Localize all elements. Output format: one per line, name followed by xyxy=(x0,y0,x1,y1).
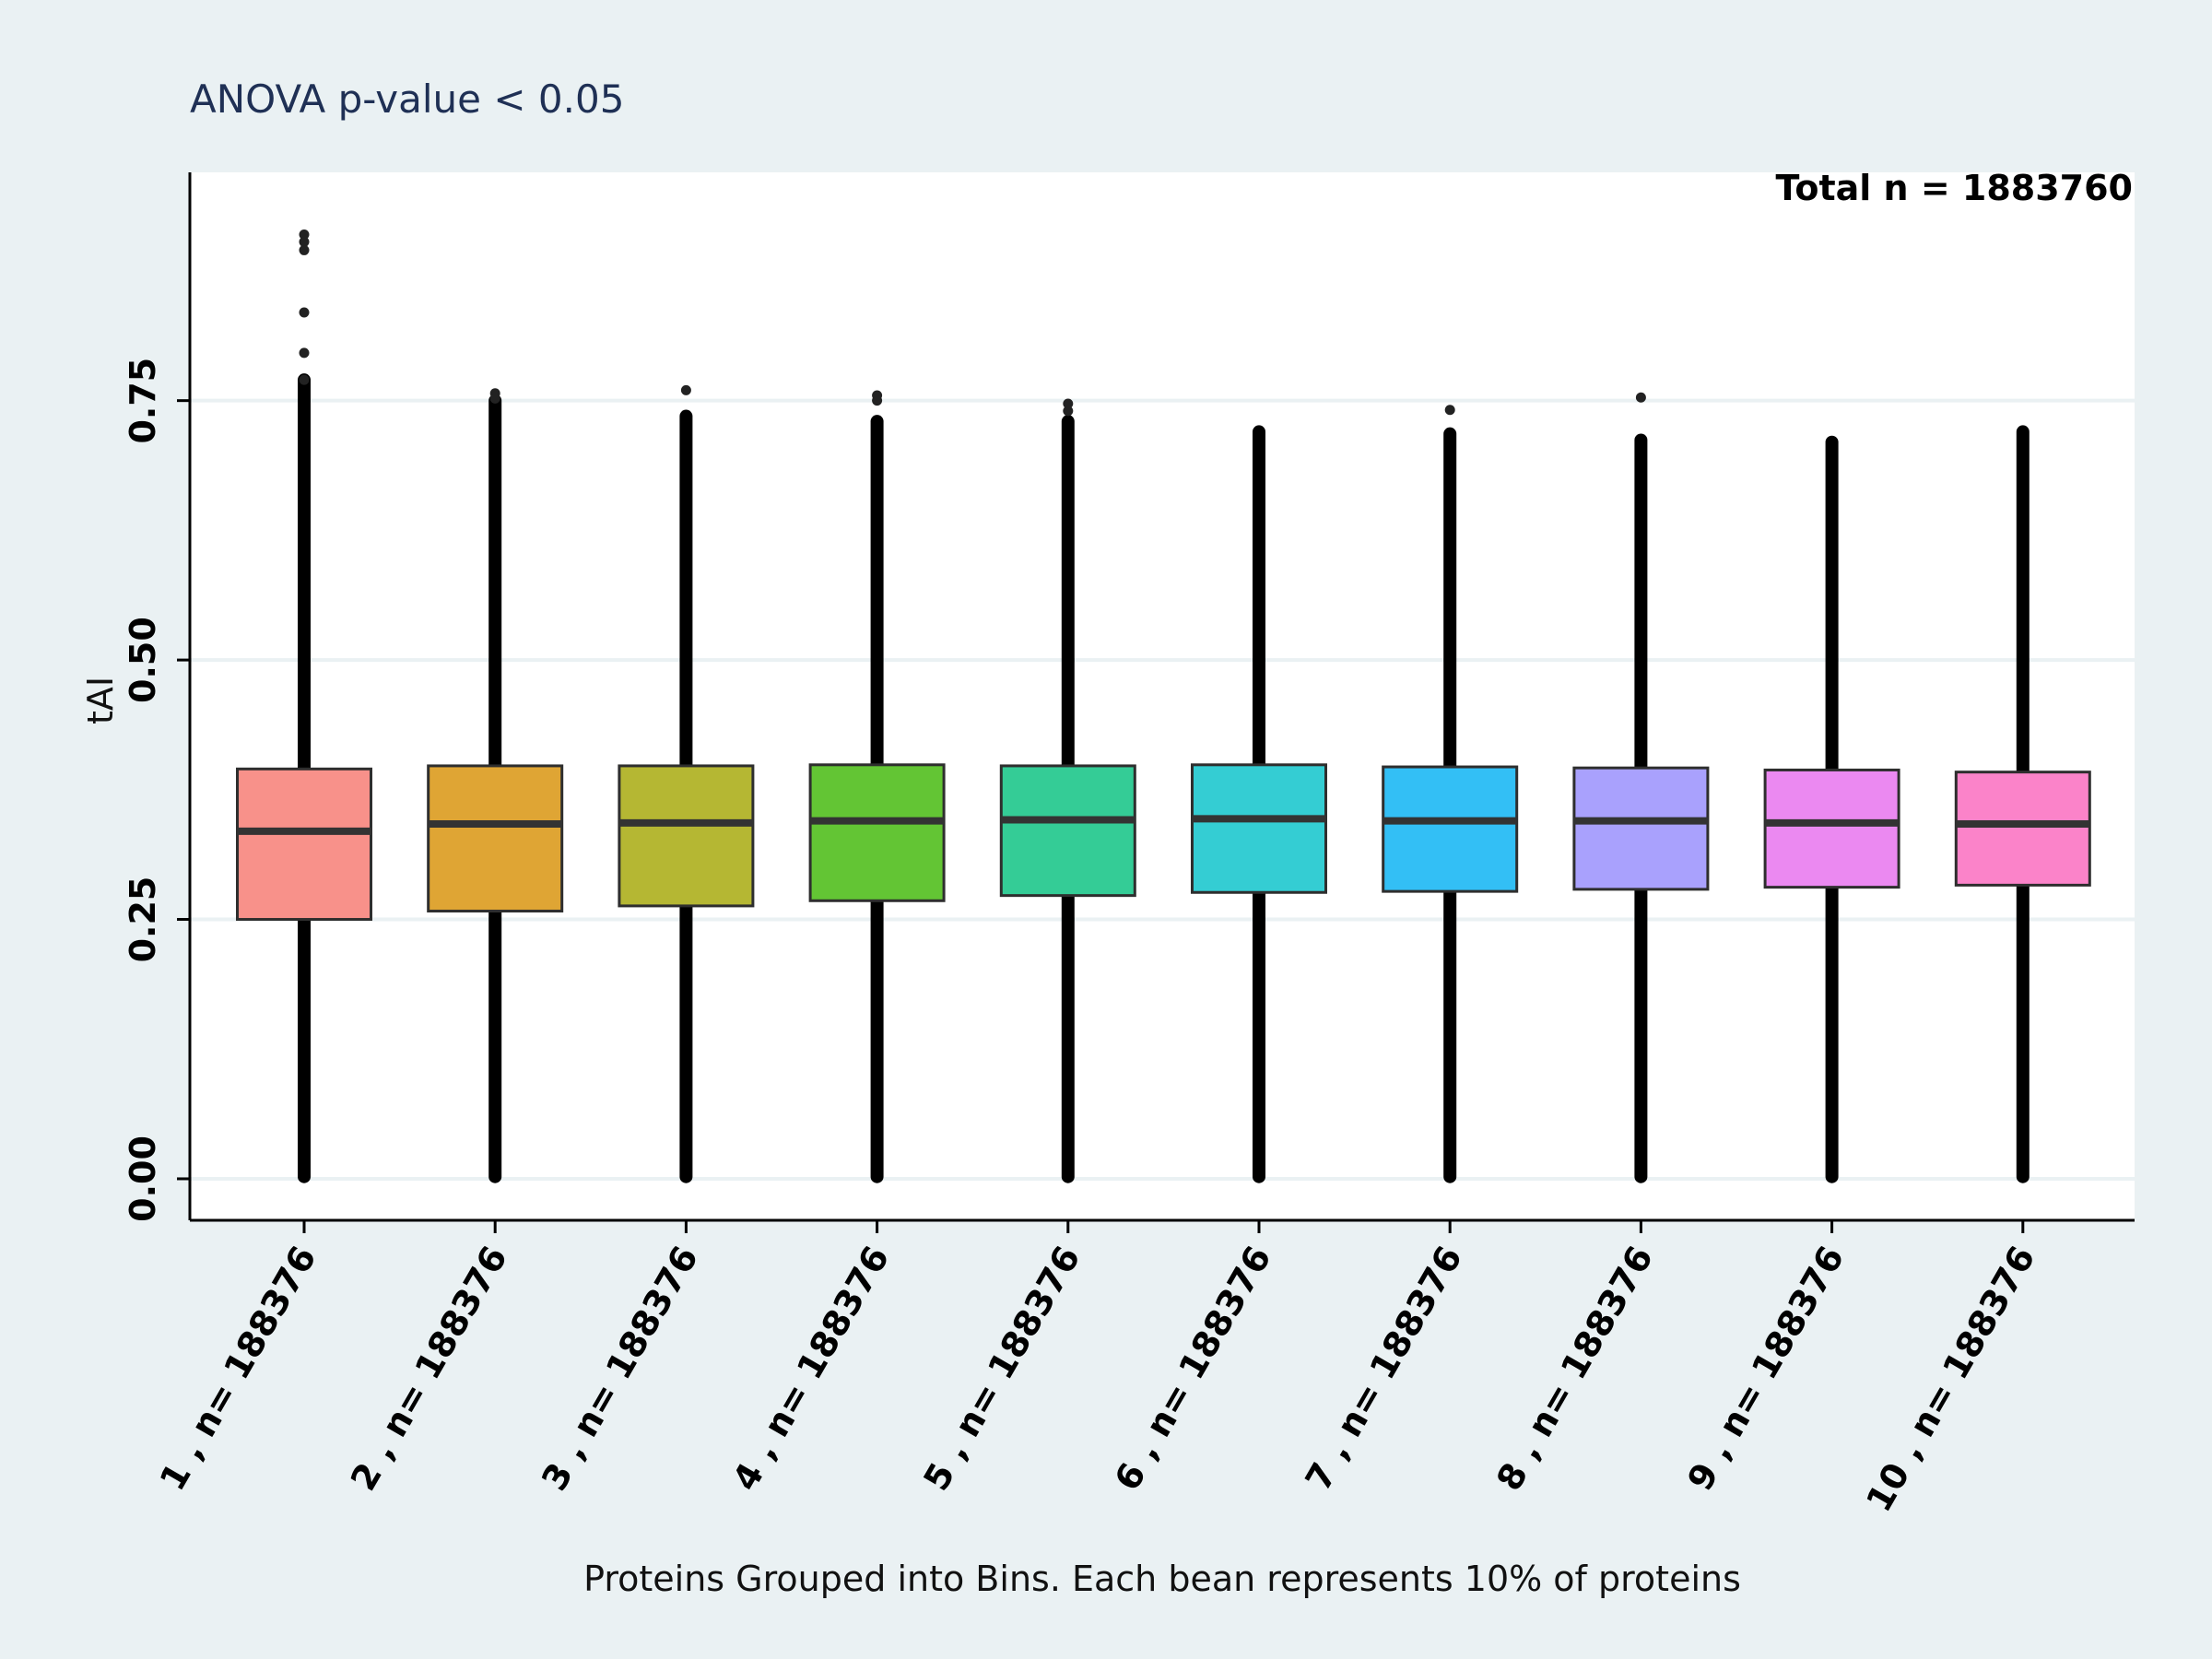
outlier-3-1 xyxy=(680,384,691,395)
box-2 xyxy=(427,764,564,913)
box-9 xyxy=(1763,768,1900,889)
outlier-1-5 xyxy=(299,347,310,359)
outlier-1-4 xyxy=(299,307,310,318)
y-tick-label-1: 0.25 xyxy=(123,877,163,963)
chart-title: ANOVA p-value < 0.05 xyxy=(190,76,624,122)
outlier-1-1 xyxy=(299,229,310,241)
outlier-1-2 xyxy=(299,236,310,247)
box-6 xyxy=(1191,763,1327,894)
box-7 xyxy=(1382,765,1519,893)
outliers-layer xyxy=(299,229,1646,417)
boxes-layer xyxy=(236,763,2091,922)
total-n-annotation: Total n = 1883760 xyxy=(1776,168,2133,208)
y-tick-label-2: 0.50 xyxy=(123,617,163,703)
grid-lines xyxy=(190,398,2135,1181)
box-10 xyxy=(1954,771,2091,887)
y-tick-label-0: 0.00 xyxy=(123,1135,163,1222)
x-axis-label: Proteins Grouped into Bins. Each bean re… xyxy=(583,1559,1741,1599)
box-4 xyxy=(808,763,946,902)
box-1 xyxy=(236,767,372,922)
outlier-2-2 xyxy=(489,393,500,404)
outlier-8-1 xyxy=(1635,392,1646,403)
plot-panel xyxy=(190,172,2135,1220)
outlier-5-2 xyxy=(1063,406,1074,417)
y-tick-label-3: 0.75 xyxy=(123,358,163,444)
outlier-5-1 xyxy=(1063,398,1074,409)
outlier-1-3 xyxy=(299,244,310,255)
outlier-1-6 xyxy=(299,374,310,385)
outlier-7-1 xyxy=(1444,405,1455,416)
box-3 xyxy=(618,764,755,908)
outlier-4-2 xyxy=(872,395,883,406)
y-axis-label: tAI xyxy=(80,677,121,724)
y-ticks: 0.00 0.25 0.50 0.75 xyxy=(123,358,190,1222)
box-8 xyxy=(1572,766,1710,891)
box-5 xyxy=(999,764,1136,898)
